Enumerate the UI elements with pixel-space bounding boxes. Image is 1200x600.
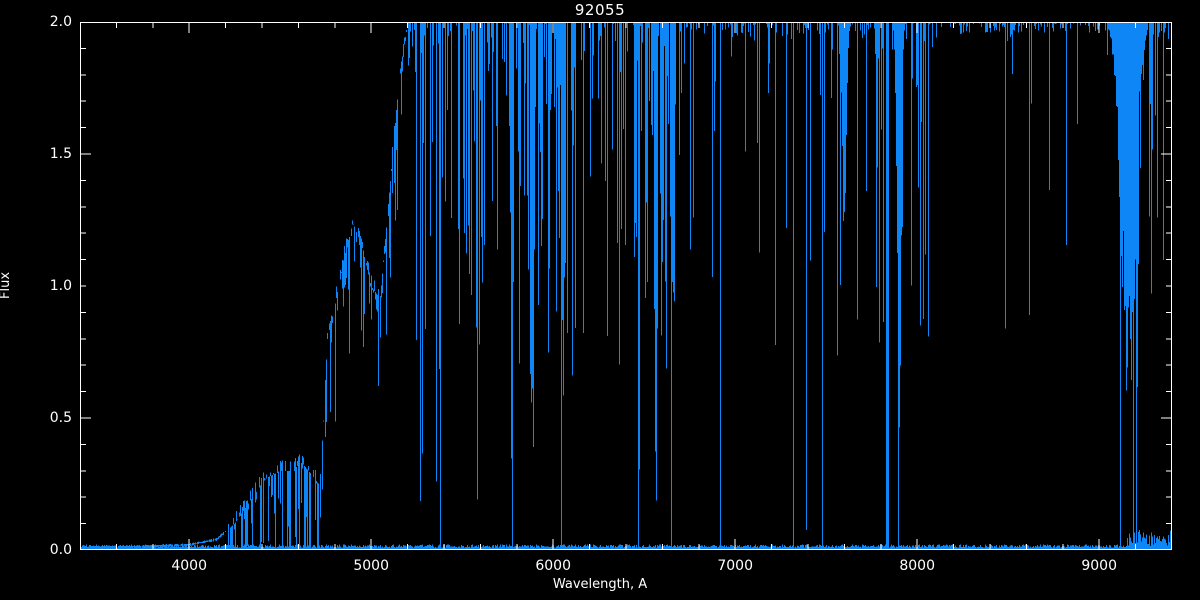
y-axis-label: Flux [0, 271, 14, 300]
x-tick-label: 9000 [1081, 558, 1118, 574]
plot-title: 92055 [574, 1, 626, 19]
y-tick-label: 1.0 [49, 278, 72, 294]
x-axis-label: Wavelength, A [552, 577, 648, 592]
y-tick-label: 1.5 [49, 146, 72, 162]
y-tick-label: 0.5 [49, 410, 72, 426]
y-tick-label: 0.0 [49, 542, 72, 558]
spectrum-data-series [80, 22, 1172, 550]
x-tick-label: 5000 [353, 558, 390, 574]
x-tick-label: 4000 [171, 558, 208, 574]
x-tick-label: 7000 [717, 558, 754, 574]
x-tick-label: 6000 [535, 558, 572, 574]
baseline-trace [80, 530, 1172, 550]
spectrum-trace [80, 22, 1172, 550]
x-tick-label: 8000 [899, 558, 936, 574]
y-tick-label: 2.0 [49, 14, 72, 30]
